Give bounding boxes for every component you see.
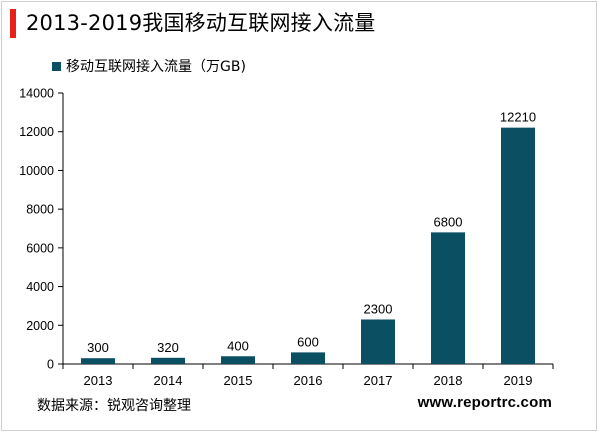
y-tick-label: 0 (47, 358, 54, 372)
bar-2014 (151, 357, 185, 364)
x-tick-label-2013: 2013 (84, 373, 113, 388)
legend-swatch (52, 61, 61, 71)
bar-2016 (291, 352, 325, 364)
data-label-2016: 600 (297, 334, 319, 349)
bar-2017 (361, 319, 395, 364)
x-tick-label-2016: 2016 (294, 373, 323, 388)
y-tick-label: 2000 (26, 319, 54, 333)
data-label-2013: 300 (87, 340, 109, 355)
data-label-2015: 400 (227, 338, 249, 353)
bar-2015 (221, 356, 255, 364)
legend-label: 移动互联网接入流量（万GB) (66, 59, 246, 75)
bar-2013 (81, 358, 115, 364)
source-note: 数据来源：锐观咨询整理 (37, 398, 191, 414)
data-label-2017: 2300 (364, 301, 393, 316)
y-tick-label: 4000 (26, 280, 54, 294)
y-tick-label: 10000 (19, 164, 54, 178)
x-tick-label-2015: 2015 (224, 373, 253, 388)
y-tick-label: 6000 (26, 241, 54, 255)
title-accent-bar (10, 9, 16, 38)
y-tick-label: 12000 (19, 125, 54, 139)
x-tick-label-2018: 2018 (434, 373, 463, 388)
x-tick-label-2014: 2014 (154, 373, 183, 388)
chart-title: 2013-2019我国移动互联网接入流量 (26, 11, 376, 35)
bar-2018 (431, 232, 465, 364)
data-label-2014: 320 (157, 340, 179, 355)
site-url: www.reportrc.com (417, 394, 552, 411)
bar-2019 (501, 127, 535, 364)
x-tick-label-2017: 2017 (364, 373, 393, 388)
y-tick-label: 14000 (19, 87, 54, 101)
data-label-2019: 12210 (500, 110, 536, 125)
y-tick-label: 8000 (26, 203, 54, 217)
legend: 移动互联网接入流量（万GB) (52, 56, 246, 76)
data-label-2018: 6800 (434, 214, 463, 229)
x-tick-label-2019: 2019 (504, 373, 533, 388)
